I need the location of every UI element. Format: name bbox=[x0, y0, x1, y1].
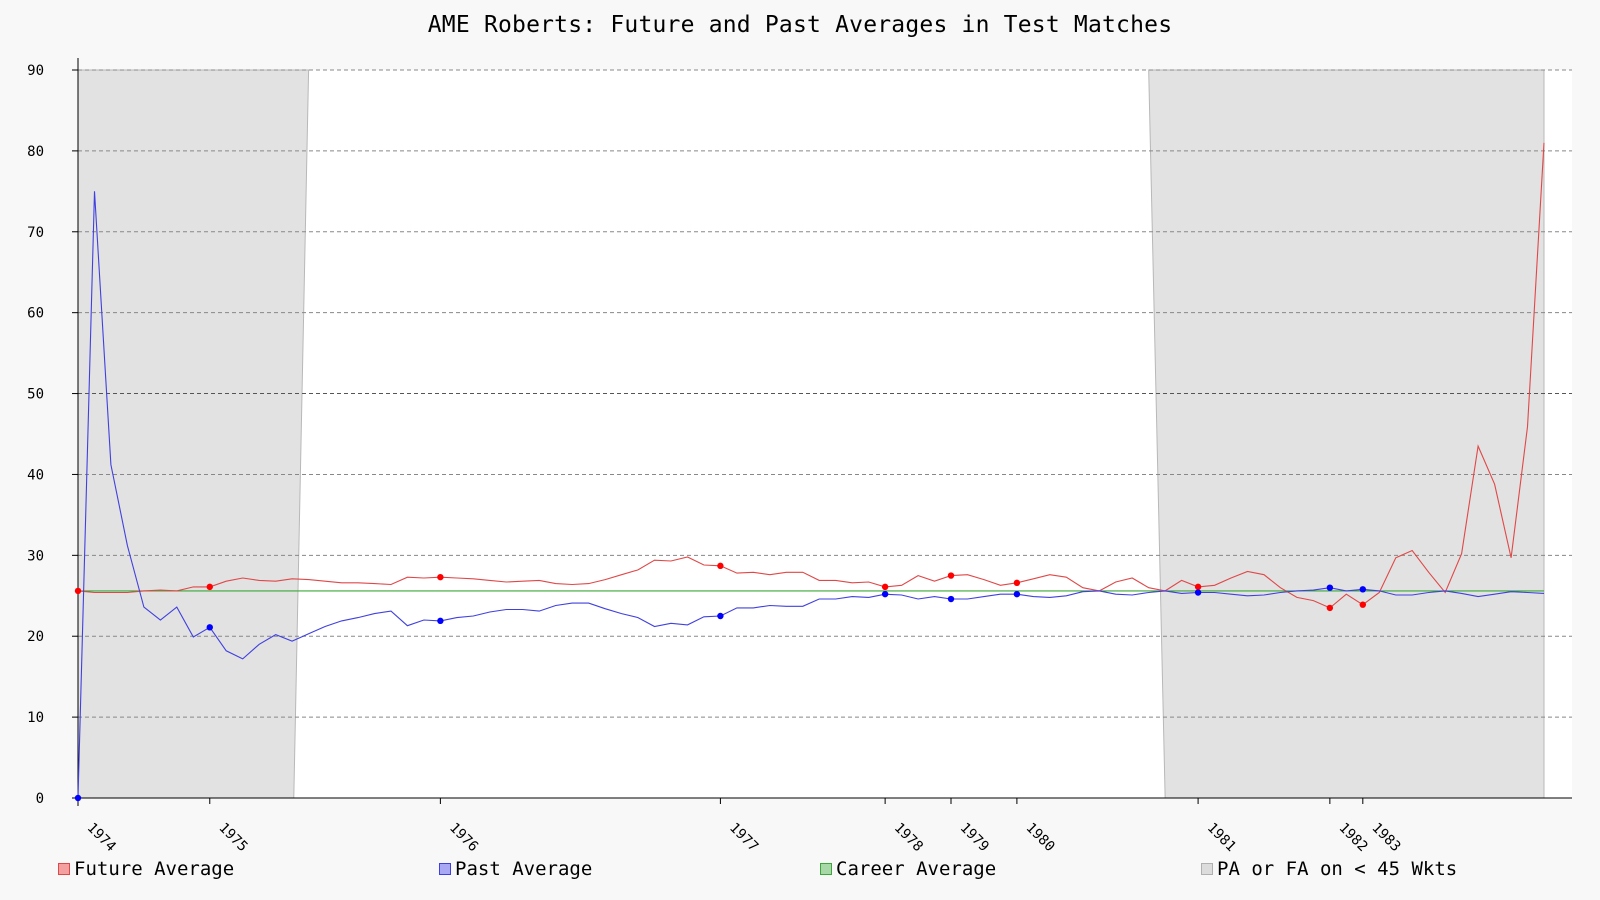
future-marker-1979 bbox=[947, 572, 955, 579]
future-average-line bbox=[77, 142, 1545, 609]
x-tick-label-1983: 1983 bbox=[1368, 820, 1403, 855]
future-marker-1983 bbox=[1359, 601, 1367, 608]
y-tick-label-0: 0 bbox=[36, 791, 44, 807]
y-tick-label-90: 90 bbox=[27, 63, 44, 79]
past-marker-1975 bbox=[206, 624, 213, 631]
legend-label-past: Past Average bbox=[455, 858, 593, 880]
past-marker-1983 bbox=[1359, 586, 1367, 593]
future-marker-1976 bbox=[437, 573, 444, 581]
x-tick-label-1979: 1979 bbox=[957, 820, 992, 855]
future-marker-1981 bbox=[1194, 583, 1202, 591]
past-average-line bbox=[77, 191, 1545, 799]
past-marker-1976 bbox=[437, 617, 444, 625]
x-tick-label-1980: 1980 bbox=[1023, 820, 1058, 855]
x-tick-label-1975: 1975 bbox=[215, 820, 250, 855]
future-marker-1977 bbox=[717, 562, 724, 570]
y-tick-label-60: 60 bbox=[27, 306, 44, 322]
past-marker-1982 bbox=[1326, 584, 1334, 591]
x-tick-label-1976: 1976 bbox=[446, 820, 481, 855]
past-marker-1980 bbox=[1013, 590, 1021, 598]
past-marker-1977 bbox=[717, 612, 724, 620]
legend: Future Average Past Average Career Avera… bbox=[0, 858, 1600, 888]
legend-swatch-career bbox=[820, 863, 832, 875]
y-tick-label-80: 80 bbox=[27, 144, 44, 160]
chart-title: AME Roberts: Future and Past Averages in… bbox=[427, 12, 1173, 38]
x-tick-label-1981: 1981 bbox=[1204, 820, 1239, 855]
y-tick-label-30: 30 bbox=[27, 548, 44, 564]
legend-swatch-past bbox=[439, 863, 451, 875]
y-tick-label-40: 40 bbox=[27, 467, 44, 483]
future-marker-1982 bbox=[1326, 604, 1334, 612]
legend-item-career: Career Average bbox=[820, 858, 996, 880]
legend-label-shaded: PA or FA on < 45 Wkts bbox=[1217, 858, 1458, 880]
future-marker-1974 bbox=[74, 587, 82, 595]
x-tick-label-1974: 1974 bbox=[84, 820, 119, 855]
past-marker-1974 bbox=[74, 794, 82, 802]
x-tick-label-1982: 1982 bbox=[1336, 820, 1371, 855]
future-marker-1980 bbox=[1013, 579, 1021, 587]
shaded-region-1 bbox=[1148, 69, 1545, 799]
y-tick-label-20: 20 bbox=[27, 629, 44, 645]
legend-swatch-shaded bbox=[1201, 863, 1213, 875]
y-tick-label-70: 70 bbox=[27, 225, 44, 241]
y-tick-label-50: 50 bbox=[27, 387, 44, 403]
y-tick-label-10: 10 bbox=[27, 710, 44, 726]
legend-item-past: Past Average bbox=[439, 858, 592, 880]
legend-label-career: Career Average bbox=[836, 858, 997, 880]
shaded-region-0 bbox=[77, 69, 310, 799]
plot-area: 0 10 20 30 40 50 60 70 80 90 1974 1975 1976 1977 1978 1… bbox=[27, 58, 1572, 855]
legend-item-shaded: PA or FA on < 45 Wkts bbox=[1201, 858, 1457, 880]
past-marker-1981 bbox=[1194, 589, 1202, 596]
legend-swatch-future bbox=[58, 863, 70, 875]
past-marker-1979 bbox=[947, 595, 955, 603]
past-marker-1978 bbox=[881, 590, 889, 598]
x-tick-label-1978: 1978 bbox=[891, 820, 926, 855]
future-marker-1975 bbox=[206, 583, 213, 591]
legend-item-future: Future Average bbox=[58, 858, 234, 880]
future-marker-1978 bbox=[881, 583, 889, 591]
x-tick-label-1977: 1977 bbox=[726, 820, 761, 855]
legend-label-future: Future Average bbox=[74, 858, 235, 880]
